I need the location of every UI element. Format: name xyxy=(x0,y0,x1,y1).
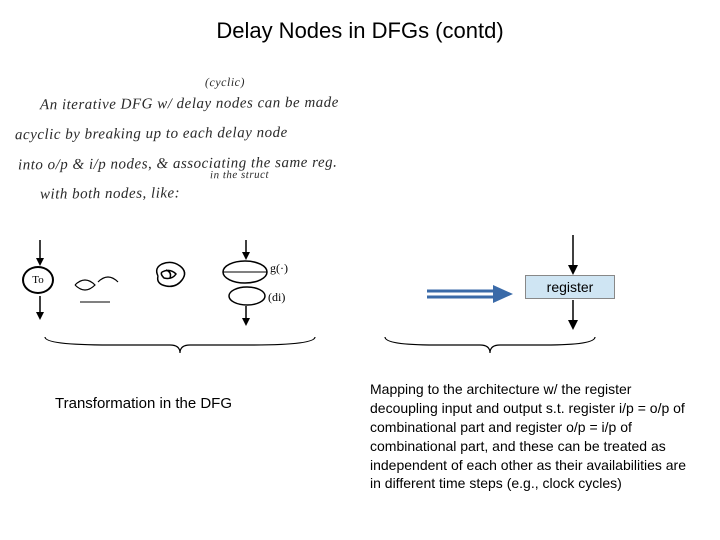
node-g-label: g(·) xyxy=(270,261,288,276)
caption-transformation: Transformation in the DFG xyxy=(55,395,285,412)
brace-right-icon xyxy=(380,335,600,355)
arrow-in-to-icon xyxy=(32,240,48,268)
node-g-shape-icon xyxy=(220,258,270,288)
brace-left-icon xyxy=(40,335,320,355)
handwritten-annotation-cyclic: (cyclic) xyxy=(205,75,245,91)
handwritten-line-2: acyclic by breaking up to each delay nod… xyxy=(15,124,288,146)
node-to: To xyxy=(22,266,54,294)
handwritten-line-4: with both nodes, like: xyxy=(40,184,180,205)
dfg-sketch-diagram: To g(·) (di) xyxy=(10,240,360,330)
arrow-out-register-icon xyxy=(565,300,581,330)
arrow-to-register-icon xyxy=(425,285,515,303)
handwritten-line-3: into o/p & i/p nodes, & associating the … xyxy=(18,154,338,176)
arrow-out-to-icon xyxy=(32,296,48,322)
register-box: register xyxy=(525,275,615,299)
handwritten-line-1: An iterative DFG w/ delay nodes can be m… xyxy=(40,94,339,116)
scribble-icon xyxy=(150,258,190,293)
break-marks-icon xyxy=(70,270,120,310)
handwritten-annotation-struct: in the struct xyxy=(210,168,269,183)
node-d-label: (di) xyxy=(268,290,285,305)
page-title: Delay Nodes in DFGs (contd) xyxy=(0,18,720,44)
caption-mapping: Mapping to the architecture w/ the regis… xyxy=(370,380,690,493)
arrow-into-register-icon xyxy=(565,235,581,275)
arrow-out-d-icon xyxy=(238,306,254,328)
